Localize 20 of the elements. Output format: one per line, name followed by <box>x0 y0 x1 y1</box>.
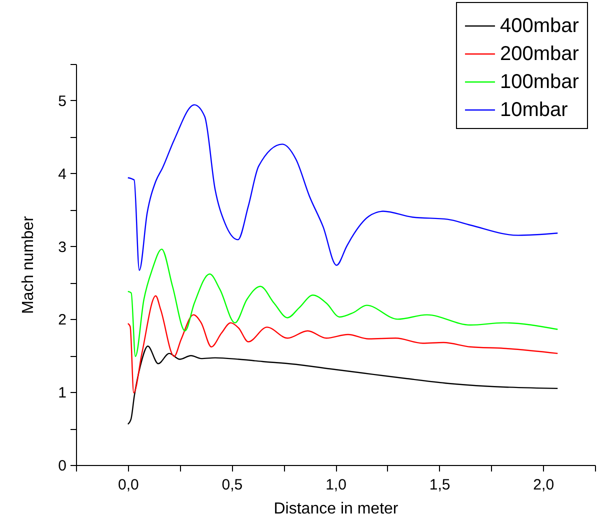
y-axis-title: Mach number <box>20 215 38 314</box>
x-tick-label: 1,5 <box>429 476 450 494</box>
y-tick-label: 2 <box>58 312 66 329</box>
x-tick-label: 0,0 <box>118 476 139 494</box>
legend-label: 10mbar <box>500 99 568 121</box>
x-axis-title: Distance in meter <box>274 500 399 518</box>
x-tick-label: 2,0 <box>533 476 554 494</box>
legend-label: 200mbar <box>500 43 580 65</box>
y-tick-label: 0 <box>58 458 66 474</box>
y-tick-label: 3 <box>58 238 66 256</box>
y-tick-label: 5 <box>58 92 66 110</box>
line-series <box>127 295 558 394</box>
x-tick-label: 1,0 <box>326 476 346 494</box>
legend-label: 100mbar <box>500 71 580 93</box>
x-tick-label: 0,5 <box>222 476 243 494</box>
line-series <box>127 346 558 425</box>
y-tick-label: 1 <box>58 384 66 402</box>
y-tick-label: 4 <box>58 166 66 183</box>
legend-label: 400mbar <box>500 15 580 37</box>
line-series <box>127 248 558 357</box>
